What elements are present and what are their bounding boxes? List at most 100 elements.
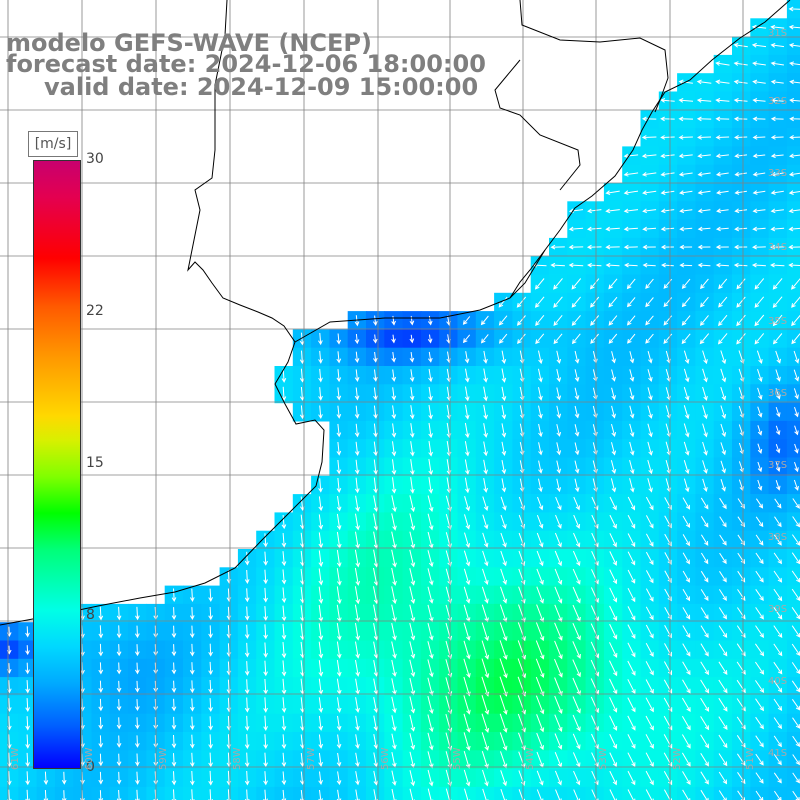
wind-arrow xyxy=(25,698,30,713)
wind-cell xyxy=(786,311,800,330)
wind-arrow xyxy=(281,752,287,768)
wind-arrow xyxy=(773,735,782,748)
wind-arrow xyxy=(354,441,360,456)
wind-arrow xyxy=(627,660,636,676)
wind-arrow xyxy=(464,477,470,494)
wind-arrow xyxy=(373,369,378,382)
wind-arrow xyxy=(697,244,711,250)
wind-arrow xyxy=(645,606,654,621)
wind-arrow xyxy=(755,698,764,712)
wind-arrow xyxy=(409,369,415,383)
wind-arrow xyxy=(391,586,397,605)
wind-arrow xyxy=(134,644,140,657)
wind-arrow xyxy=(697,171,711,177)
wind-cell xyxy=(786,677,800,696)
wind-arrow xyxy=(573,532,581,548)
wind-arrow xyxy=(536,714,545,733)
wind-arrow xyxy=(681,315,691,326)
wind-arrow xyxy=(244,679,250,695)
lat-label: 38S xyxy=(768,532,788,543)
wind-arrow xyxy=(590,315,600,326)
wind-arrow xyxy=(737,772,746,785)
wind-arrow xyxy=(244,661,250,676)
wind-arrow xyxy=(702,478,708,493)
wind-arrow xyxy=(623,226,638,232)
wind-arrow xyxy=(281,533,287,548)
wind-arrow xyxy=(427,732,434,751)
wind-arrow xyxy=(98,680,104,693)
wind-arrow xyxy=(554,532,562,548)
wind-arrow xyxy=(98,606,104,621)
wind-arrow xyxy=(554,622,563,641)
wind-cell xyxy=(786,54,800,74)
wind-arrow xyxy=(681,752,691,767)
wind-arrow xyxy=(793,369,800,382)
wind-arrow xyxy=(641,135,657,140)
wind-arrow xyxy=(189,752,195,768)
wind-arrow xyxy=(391,459,397,476)
wind-arrow xyxy=(773,698,783,711)
wind-arrow xyxy=(679,262,693,268)
wind-cell xyxy=(622,786,642,800)
wind-arrow xyxy=(788,208,800,214)
wind-arrow xyxy=(641,172,657,177)
wind-arrow xyxy=(189,789,195,800)
wind-arrow xyxy=(409,714,416,732)
wind-arrow xyxy=(734,244,748,250)
wind-arrow xyxy=(716,190,729,195)
wind-arrow xyxy=(590,333,599,344)
wind-arrow xyxy=(499,604,508,623)
wind-arrow xyxy=(718,314,728,327)
wind-arrow xyxy=(409,315,415,326)
lon-label: 53W xyxy=(598,747,609,770)
wind-arrow xyxy=(336,459,342,475)
wind-arrow xyxy=(792,498,800,509)
wind-arrow xyxy=(679,190,693,195)
wind-arrow xyxy=(627,333,636,344)
wind-arrow xyxy=(733,79,748,85)
wind-arrow xyxy=(391,387,397,401)
wind-arrow xyxy=(682,515,691,529)
wind-arrow xyxy=(627,569,636,584)
wind-arrow xyxy=(171,716,177,730)
wind-arrow xyxy=(720,460,726,474)
wind-arrow xyxy=(734,190,747,195)
wind-arrow xyxy=(208,752,213,768)
wind-arrow xyxy=(318,660,324,677)
wind-arrow xyxy=(464,788,471,800)
wind-arrow xyxy=(189,716,195,731)
wind-arrow xyxy=(318,405,323,420)
wind-arrow xyxy=(536,732,544,751)
wind-arrow xyxy=(574,350,580,364)
wind-arrow xyxy=(642,244,656,250)
wind-arrow xyxy=(354,477,360,494)
wind-arrow xyxy=(794,425,799,436)
wind-arrow xyxy=(428,351,433,363)
wind-arrow xyxy=(663,315,673,326)
wind-cell xyxy=(292,786,312,800)
wind-arrow xyxy=(536,532,544,548)
wind-arrow xyxy=(788,190,800,195)
wind-arrow xyxy=(645,297,654,308)
wind-arrow xyxy=(98,625,104,639)
wind-arrow xyxy=(6,789,12,800)
wind-arrow xyxy=(373,513,379,531)
wind-arrow xyxy=(500,788,507,800)
wind-arrow xyxy=(409,513,416,531)
wind-arrow xyxy=(318,568,324,586)
wind-arrow xyxy=(498,333,508,344)
wind-arrow xyxy=(629,459,635,475)
wind-arrow xyxy=(719,552,727,565)
wind-arrow xyxy=(733,61,748,66)
wind-arrow xyxy=(773,607,783,620)
wind-arrow xyxy=(556,424,562,437)
wind-arrow xyxy=(536,770,544,786)
wind-arrow xyxy=(189,607,195,621)
wind-cell xyxy=(786,549,800,568)
wind-cell xyxy=(786,274,800,294)
wind-arrow xyxy=(700,716,710,731)
wind-arrow xyxy=(281,771,287,786)
wind-arrow xyxy=(226,789,232,800)
